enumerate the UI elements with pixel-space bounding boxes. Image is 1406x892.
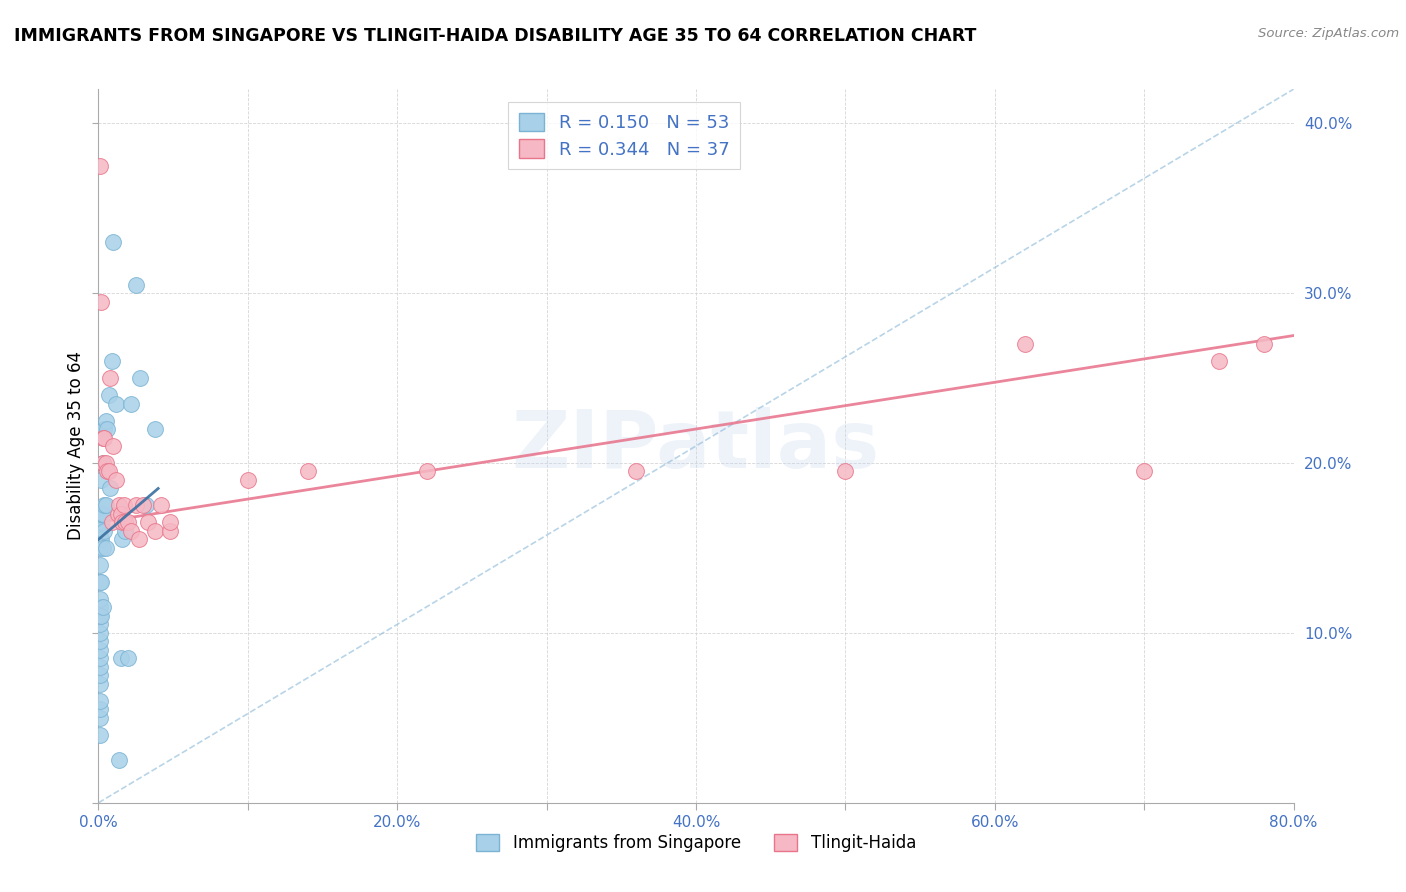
Point (125, 499, 148, 513)
Point (159, 524, 181, 538)
Point (91, 541, 114, 555)
Point (108, 753, 131, 767)
Point (89, 702, 111, 716)
Point (89, 591, 111, 606)
Point (128, 533, 150, 547)
Point (143, 422, 166, 436)
Point (98, 482, 122, 496)
Point (1208, 354, 1230, 368)
Point (416, 465, 439, 479)
Point (103, 235, 125, 249)
Point (89, 728, 111, 742)
Point (132, 499, 155, 513)
Point (90, 608, 112, 623)
Text: ZIPatlas: ZIPatlas (512, 407, 880, 485)
Point (91, 456, 114, 470)
Point (90, 294, 112, 309)
Point (89, 617, 111, 632)
Point (89, 634, 111, 648)
Y-axis label: Disability Age 35 to 64: Disability Age 35 to 64 (66, 351, 84, 541)
Point (97, 388, 120, 402)
Point (105, 473, 128, 487)
Point (1253, 337, 1275, 351)
Point (136, 516, 159, 530)
Point (90, 473, 112, 487)
Point (1014, 337, 1036, 351)
Point (89, 626, 111, 640)
Point (89, 660, 111, 674)
Point (236, 473, 259, 487)
Point (94, 413, 117, 427)
Point (112, 499, 135, 513)
Point (297, 465, 319, 479)
Point (107, 507, 129, 521)
Point (94, 541, 117, 555)
Point (94, 456, 117, 470)
Point (96, 422, 118, 436)
Point (143, 524, 166, 538)
Point (834, 465, 856, 479)
Point (89, 574, 111, 589)
Point (89, 711, 111, 725)
Point (120, 396, 142, 410)
Point (110, 651, 132, 665)
Point (91, 456, 114, 470)
Point (114, 516, 136, 530)
Point (117, 651, 139, 665)
Point (89, 677, 111, 691)
Point (89, 643, 111, 657)
Point (91, 600, 114, 615)
Point (89, 558, 111, 572)
Point (89, 524, 111, 538)
Legend: Immigrants from Singapore, Tlingit-Haida: Immigrants from Singapore, Tlingit-Haida (470, 827, 922, 859)
Point (89, 533, 111, 547)
Point (120, 524, 142, 538)
Point (1133, 465, 1156, 479)
Point (114, 524, 136, 538)
Point (101, 516, 124, 530)
Point (150, 499, 173, 513)
Point (125, 277, 148, 292)
Point (105, 396, 128, 410)
Point (110, 507, 132, 521)
Point (94, 499, 117, 513)
Point (93, 422, 115, 436)
Point (93, 430, 115, 444)
Point (117, 516, 139, 530)
Point (89, 668, 111, 682)
Point (93, 524, 115, 538)
Point (90, 516, 112, 530)
Point (89, 694, 111, 708)
Point (90, 507, 112, 521)
Point (93, 499, 115, 513)
Point (111, 533, 134, 547)
Point (89, 651, 111, 665)
Point (159, 516, 181, 530)
Point (89, 608, 111, 623)
Point (91, 430, 114, 444)
Point (98, 371, 122, 385)
Point (103, 439, 125, 453)
Point (111, 516, 134, 530)
Point (89, 159, 111, 173)
Text: Source: ZipAtlas.com: Source: ZipAtlas.com (1258, 27, 1399, 40)
Point (129, 371, 152, 385)
Point (90, 533, 112, 547)
Point (89, 600, 111, 615)
Point (97, 465, 120, 479)
Point (90, 507, 112, 521)
Point (626, 465, 648, 479)
Point (135, 499, 157, 513)
Point (108, 499, 131, 513)
Point (101, 354, 124, 368)
Point (89, 541, 111, 555)
Point (96, 465, 118, 479)
Point (91, 507, 114, 521)
Text: IMMIGRANTS FROM SINGAPORE VS TLINGIT-HAIDA DISABILITY AGE 35 TO 64 CORRELATION C: IMMIGRANTS FROM SINGAPORE VS TLINGIT-HAI… (14, 27, 976, 45)
Point (90, 574, 112, 589)
